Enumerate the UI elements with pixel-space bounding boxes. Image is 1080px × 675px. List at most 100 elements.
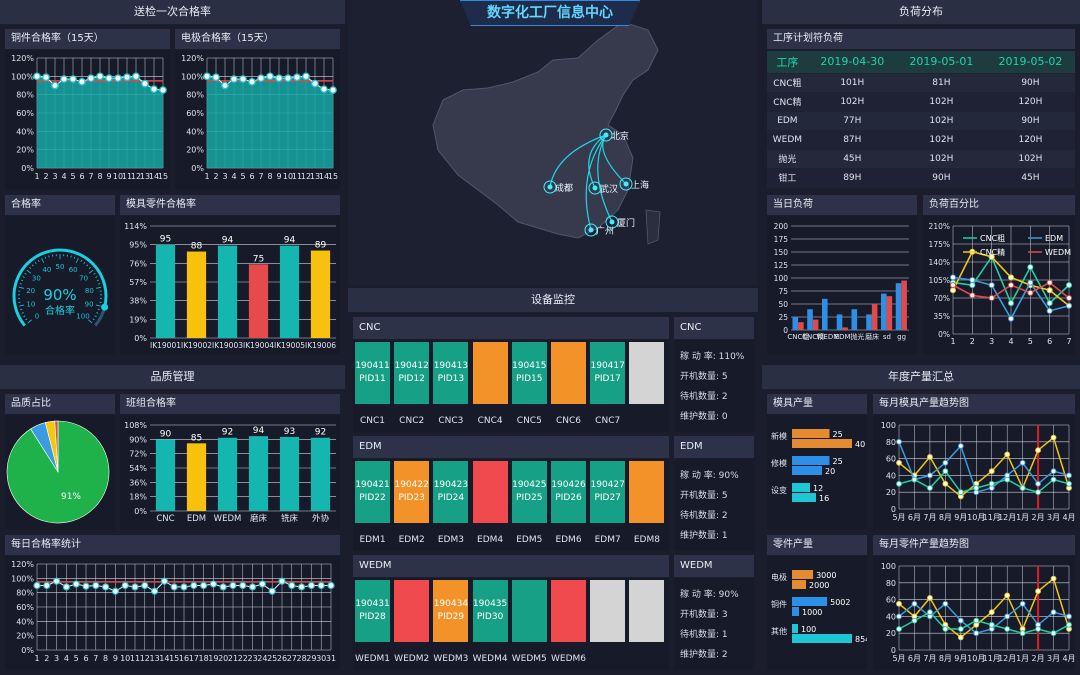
- edm-machine-block[interactable]: 190426 PID26: [551, 461, 586, 523]
- x-tick-label: 1: [34, 654, 39, 663]
- data-point: [973, 617, 980, 624]
- data-point: [329, 86, 337, 94]
- wedm-machine-block[interactable]: [629, 580, 665, 642]
- edm-machine-block[interactable]: 190421 PID22: [355, 461, 390, 523]
- data-point: [969, 292, 976, 299]
- data-point: [78, 77, 86, 86]
- edm-stats-title: EDM: [674, 436, 754, 458]
- x-tick-label: 5: [70, 172, 75, 181]
- y-tick-label: 20: [886, 629, 896, 638]
- wedm-stat: 维护数量: 2: [680, 650, 728, 660]
- edm-machine-block[interactable]: 190422 PID23: [394, 461, 430, 523]
- gauge-tick: [20, 308, 23, 311]
- gauge-tick: [44, 256, 47, 259]
- cnc-machine-block[interactable]: 190413 PID13: [433, 342, 469, 404]
- wedm-machine-block[interactable]: [551, 580, 586, 642]
- cnc-machine-block[interactable]: [472, 342, 508, 404]
- category-label: 电极: [771, 572, 787, 582]
- data-point: [927, 454, 933, 460]
- subtitle-electrode: 电极合格率（15天）: [175, 29, 340, 49]
- wedm-machine-block[interactable]: [590, 580, 626, 642]
- edm-machine-block[interactable]: [629, 461, 665, 523]
- data-point: [927, 595, 933, 601]
- cnc-machine-block[interactable]: [629, 342, 665, 404]
- y-tick-label: 60%: [16, 603, 34, 612]
- x-tick-label: 2月: [1032, 654, 1045, 663]
- bar-value-label: 100: [801, 625, 816, 634]
- data-point: [150, 85, 158, 94]
- data-point: [132, 72, 140, 81]
- gauge-panel: 0 10 20 30 40 50 60 70 80 90 100 90% 合格率: [5, 216, 115, 354]
- y-tick-label: 20%: [16, 632, 34, 641]
- bar: [792, 607, 800, 616]
- wedm-machine-block[interactable]: [511, 580, 547, 642]
- wedm-machine-block[interactable]: [394, 580, 430, 642]
- edm-machine-block[interactable]: 190425 PID25: [511, 461, 547, 523]
- gauge-tick: [96, 279, 99, 282]
- south-sea-inset: [645, 209, 661, 245]
- y-tick-label: 36%: [129, 478, 147, 487]
- data-point: [927, 609, 933, 616]
- wedm-machine-label: WEDM4: [472, 654, 508, 664]
- wedm-machine-label: WEDM5: [511, 654, 547, 664]
- edm-machine-label: EDM5: [516, 535, 543, 545]
- wedm-machine-block[interactable]: 190431 PID28: [355, 580, 390, 642]
- subtitle-schedule: 工序计划符负荷: [767, 29, 1075, 49]
- data-point: [1008, 274, 1014, 281]
- data-point: [268, 587, 276, 595]
- x-tick-label: 26: [277, 654, 287, 663]
- wedm-machine-block[interactable]: 190434 PID29: [433, 580, 469, 642]
- x-tick-label: 6: [83, 654, 88, 663]
- edm-machine-block[interactable]: 190427 PID27: [590, 461, 626, 523]
- x-tick-label: CNC粗: [787, 332, 809, 341]
- x-tick-label: 8月: [939, 513, 952, 522]
- cnc-machine-block[interactable]: [551, 342, 586, 404]
- wedm-machine-block[interactable]: 190435 PID30: [472, 580, 508, 642]
- x-tick-label: 6月: [908, 513, 921, 522]
- data-point: [298, 583, 306, 591]
- y-tick-label: 150: [774, 248, 789, 257]
- cnc-machine-block[interactable]: 190417 PID17: [590, 342, 626, 404]
- y-tick-label: 0%: [191, 164, 204, 173]
- y-tick-label: 105%: [929, 276, 950, 285]
- data-point: [911, 600, 918, 607]
- bar: [792, 483, 810, 492]
- data-point: [219, 583, 227, 591]
- data-point: [942, 459, 949, 466]
- gauge-value: 90%: [43, 286, 76, 304]
- data-point: [1019, 630, 1026, 637]
- y-tick-label: 76%: [129, 259, 147, 268]
- gauge-tick: [41, 258, 45, 263]
- x-tick-label: 9: [106, 172, 111, 181]
- cnc-machine-block[interactable]: 190415 PID15: [511, 342, 547, 404]
- table-header: 2019-05-01: [896, 51, 986, 74]
- cnc-machine-block[interactable]: 190412 PID12: [394, 342, 430, 404]
- series-line: [898, 470, 1070, 494]
- data-point: [1066, 282, 1072, 289]
- gauge-tick: [19, 283, 22, 285]
- x-tick-label: 2: [213, 172, 218, 181]
- x-tick-label: 磨床: [250, 513, 268, 524]
- cnc-machine-block[interactable]: 190411 PID11: [355, 342, 390, 404]
- panel-title-load: 负荷分布: [762, 0, 1080, 24]
- city-label: 北京: [611, 130, 629, 142]
- data-point: [942, 600, 949, 607]
- gauge-tick: [80, 259, 83, 262]
- edm-machine-block[interactable]: [472, 461, 508, 523]
- y-tick-label: 210%: [929, 222, 950, 231]
- bar: [851, 309, 858, 330]
- edm-machine-block[interactable]: 190423 PID24: [433, 461, 469, 523]
- gauge-arc: [12, 248, 108, 327]
- x-tick-label: 27: [287, 654, 297, 663]
- data-point: [1066, 302, 1072, 309]
- bar-value-label: 8544: [855, 635, 867, 644]
- data-point: [209, 580, 217, 588]
- data-point: [1066, 295, 1072, 301]
- x-tick-label: 17: [189, 654, 199, 663]
- cnc-machine-label: CNC6: [555, 416, 582, 426]
- y-tick-label: 38%: [129, 297, 147, 306]
- x-tick-label: 13: [140, 172, 150, 181]
- data-point: [87, 74, 95, 83]
- data-point: [1004, 451, 1011, 458]
